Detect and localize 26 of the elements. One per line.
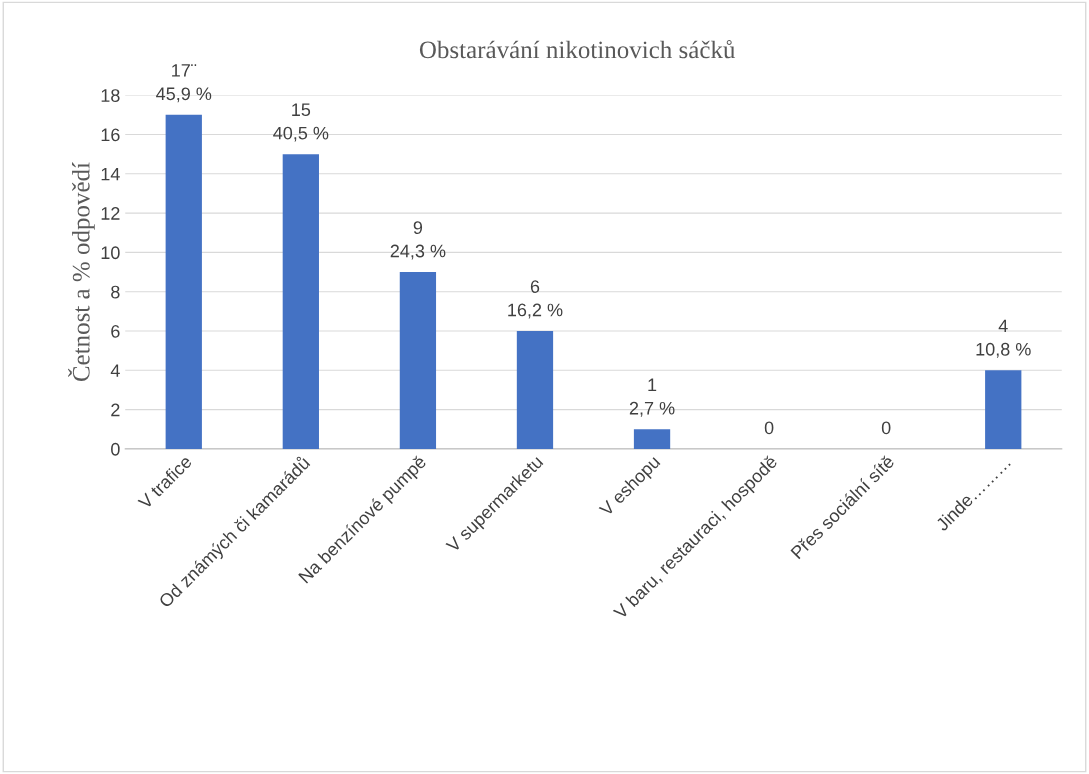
y-tick-label: 4: [110, 364, 120, 377]
y-tick-label: 0: [111, 442, 120, 456]
y-tick-label: 2: [111, 403, 120, 417]
data-label: 1 2,7 %: [629, 378, 675, 417]
bar: [399, 272, 437, 449]
y-tick-label: 14: [101, 167, 120, 181]
y-tick-label: 16: [101, 128, 120, 142]
bar: [516, 331, 554, 449]
data-label: 0: [764, 421, 774, 435]
bar: [165, 114, 202, 449]
y-tick-label: 6: [111, 324, 120, 338]
data-label: 6 16,2 %: [508, 280, 563, 319]
bar: [985, 370, 1022, 449]
data-label: 4 10,8 %: [976, 319, 1031, 358]
chart-title: Obstarávání nikotinovich sáčků: [419, 39, 736, 59]
bar: [282, 154, 319, 449]
y-axis-title: Četnost a % odpovědí: [68, 162, 95, 382]
data-label: 15 40,5 %: [273, 103, 329, 142]
y-tick-label: 18: [101, 89, 120, 102]
y-tick-label: 8: [111, 285, 120, 299]
y-tick-label: 10: [101, 246, 120, 260]
data-label: 17¨ 45,9 %: [156, 64, 212, 103]
data-label: 0: [881, 421, 891, 435]
data-label: 9 24,3 %: [390, 221, 446, 260]
bar: [633, 429, 671, 449]
y-tick-label: 12: [101, 207, 120, 220]
